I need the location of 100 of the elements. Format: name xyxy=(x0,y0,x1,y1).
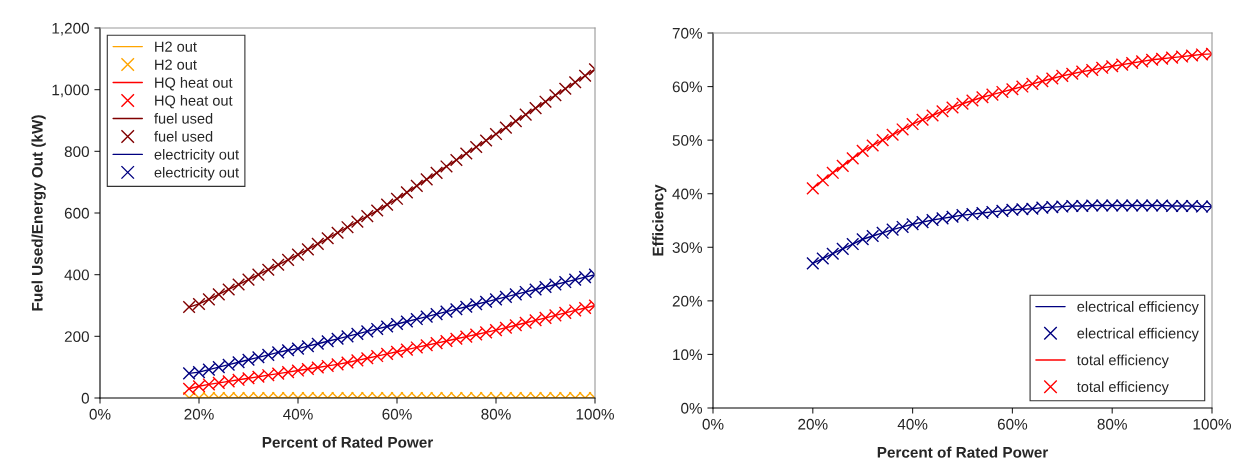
point xyxy=(331,226,345,240)
point xyxy=(241,273,256,287)
point xyxy=(499,121,513,135)
point xyxy=(340,220,355,234)
point xyxy=(846,151,860,165)
point xyxy=(538,95,553,109)
point xyxy=(212,287,226,301)
point xyxy=(886,128,900,142)
x-tick-label: 40% xyxy=(897,418,928,430)
x-tick-label: 40% xyxy=(283,408,313,420)
legend-label: electricity out xyxy=(154,148,239,163)
point xyxy=(936,104,950,118)
point xyxy=(548,88,562,102)
point xyxy=(390,192,404,206)
point xyxy=(916,113,930,127)
point xyxy=(826,166,840,180)
point xyxy=(519,108,533,122)
legend-label: total efficiency xyxy=(1076,354,1169,369)
point xyxy=(370,204,384,218)
point xyxy=(846,237,860,251)
x-tick-label: 60% xyxy=(382,408,412,420)
legend-label: fuel used xyxy=(154,130,213,142)
point xyxy=(251,268,265,282)
y-tick-label: 10% xyxy=(673,349,703,361)
point xyxy=(479,134,493,148)
y-tick-label: 70% xyxy=(672,27,703,39)
x-tick-label: 80% xyxy=(481,408,511,420)
point xyxy=(558,82,572,96)
point xyxy=(866,229,880,243)
legend-label: electrical efficiency xyxy=(1077,301,1199,315)
point xyxy=(529,101,543,115)
point xyxy=(449,153,463,167)
point xyxy=(806,181,820,195)
point xyxy=(400,185,414,199)
point xyxy=(509,114,523,128)
y-tick-label: 20% xyxy=(672,295,703,307)
point xyxy=(926,108,940,123)
x-tick-label: 100% xyxy=(576,408,614,420)
point xyxy=(836,159,850,173)
point xyxy=(360,209,374,223)
point xyxy=(876,133,890,147)
y-tick-label: 1,000 xyxy=(52,84,89,98)
x-tick-label: 20% xyxy=(798,418,828,430)
point xyxy=(281,253,295,267)
point xyxy=(965,93,979,108)
point xyxy=(420,172,434,186)
point xyxy=(321,231,335,245)
y-tick-label: 400 xyxy=(64,269,89,281)
point xyxy=(261,263,275,277)
y-axis-title: Fuel Used/Energy Out (kW) xyxy=(31,115,46,311)
x-tick-label: 60% xyxy=(997,418,1028,430)
point xyxy=(866,138,880,153)
x-axis-title: Percent of Rated Power xyxy=(262,436,434,448)
x-tick-label: 20% xyxy=(184,408,214,420)
point xyxy=(202,292,216,306)
point xyxy=(192,297,206,311)
point xyxy=(568,75,582,89)
point xyxy=(946,100,960,114)
point xyxy=(826,247,840,261)
legend-label: H2 out xyxy=(155,59,197,70)
legend-label: total efficiency xyxy=(1076,381,1169,395)
point xyxy=(439,159,454,173)
y-tick-label: 1,200 xyxy=(52,22,89,36)
point xyxy=(380,198,394,212)
point xyxy=(410,179,424,193)
point xyxy=(816,252,830,266)
point xyxy=(816,173,830,187)
x-tick-label: 100% xyxy=(1193,418,1231,430)
y-tick-label: 60% xyxy=(672,81,703,93)
legend-label: HQ heat out xyxy=(155,95,233,109)
y-tick-label: 600 xyxy=(64,207,89,219)
point xyxy=(896,122,910,136)
point xyxy=(430,166,444,180)
point xyxy=(311,237,325,251)
legend-label: H2 out xyxy=(155,41,197,52)
x-tick-label: 0% xyxy=(702,418,724,430)
y-axis-title: Efficiency xyxy=(652,184,667,256)
point xyxy=(955,97,970,111)
point xyxy=(469,140,483,154)
point xyxy=(301,242,315,256)
point xyxy=(906,117,920,131)
y-tick-label: 800 xyxy=(64,146,89,158)
point xyxy=(836,242,850,256)
point xyxy=(222,282,236,296)
point xyxy=(856,144,870,158)
x-tick-label: 80% xyxy=(1097,418,1127,430)
point xyxy=(459,146,473,160)
point xyxy=(806,256,820,270)
point xyxy=(856,232,870,246)
y-tick-label: 40% xyxy=(672,188,703,200)
point xyxy=(182,300,196,314)
point xyxy=(876,226,890,240)
legend-label: electrical efficiency xyxy=(1077,327,1199,342)
legend-label: electricity out xyxy=(154,166,239,181)
y-tick-label: 50% xyxy=(672,135,703,146)
point xyxy=(489,127,503,141)
point xyxy=(291,248,305,262)
y-tick-label: 200 xyxy=(64,331,89,343)
legend-label: HQ heat out xyxy=(155,77,233,91)
point xyxy=(350,215,364,229)
